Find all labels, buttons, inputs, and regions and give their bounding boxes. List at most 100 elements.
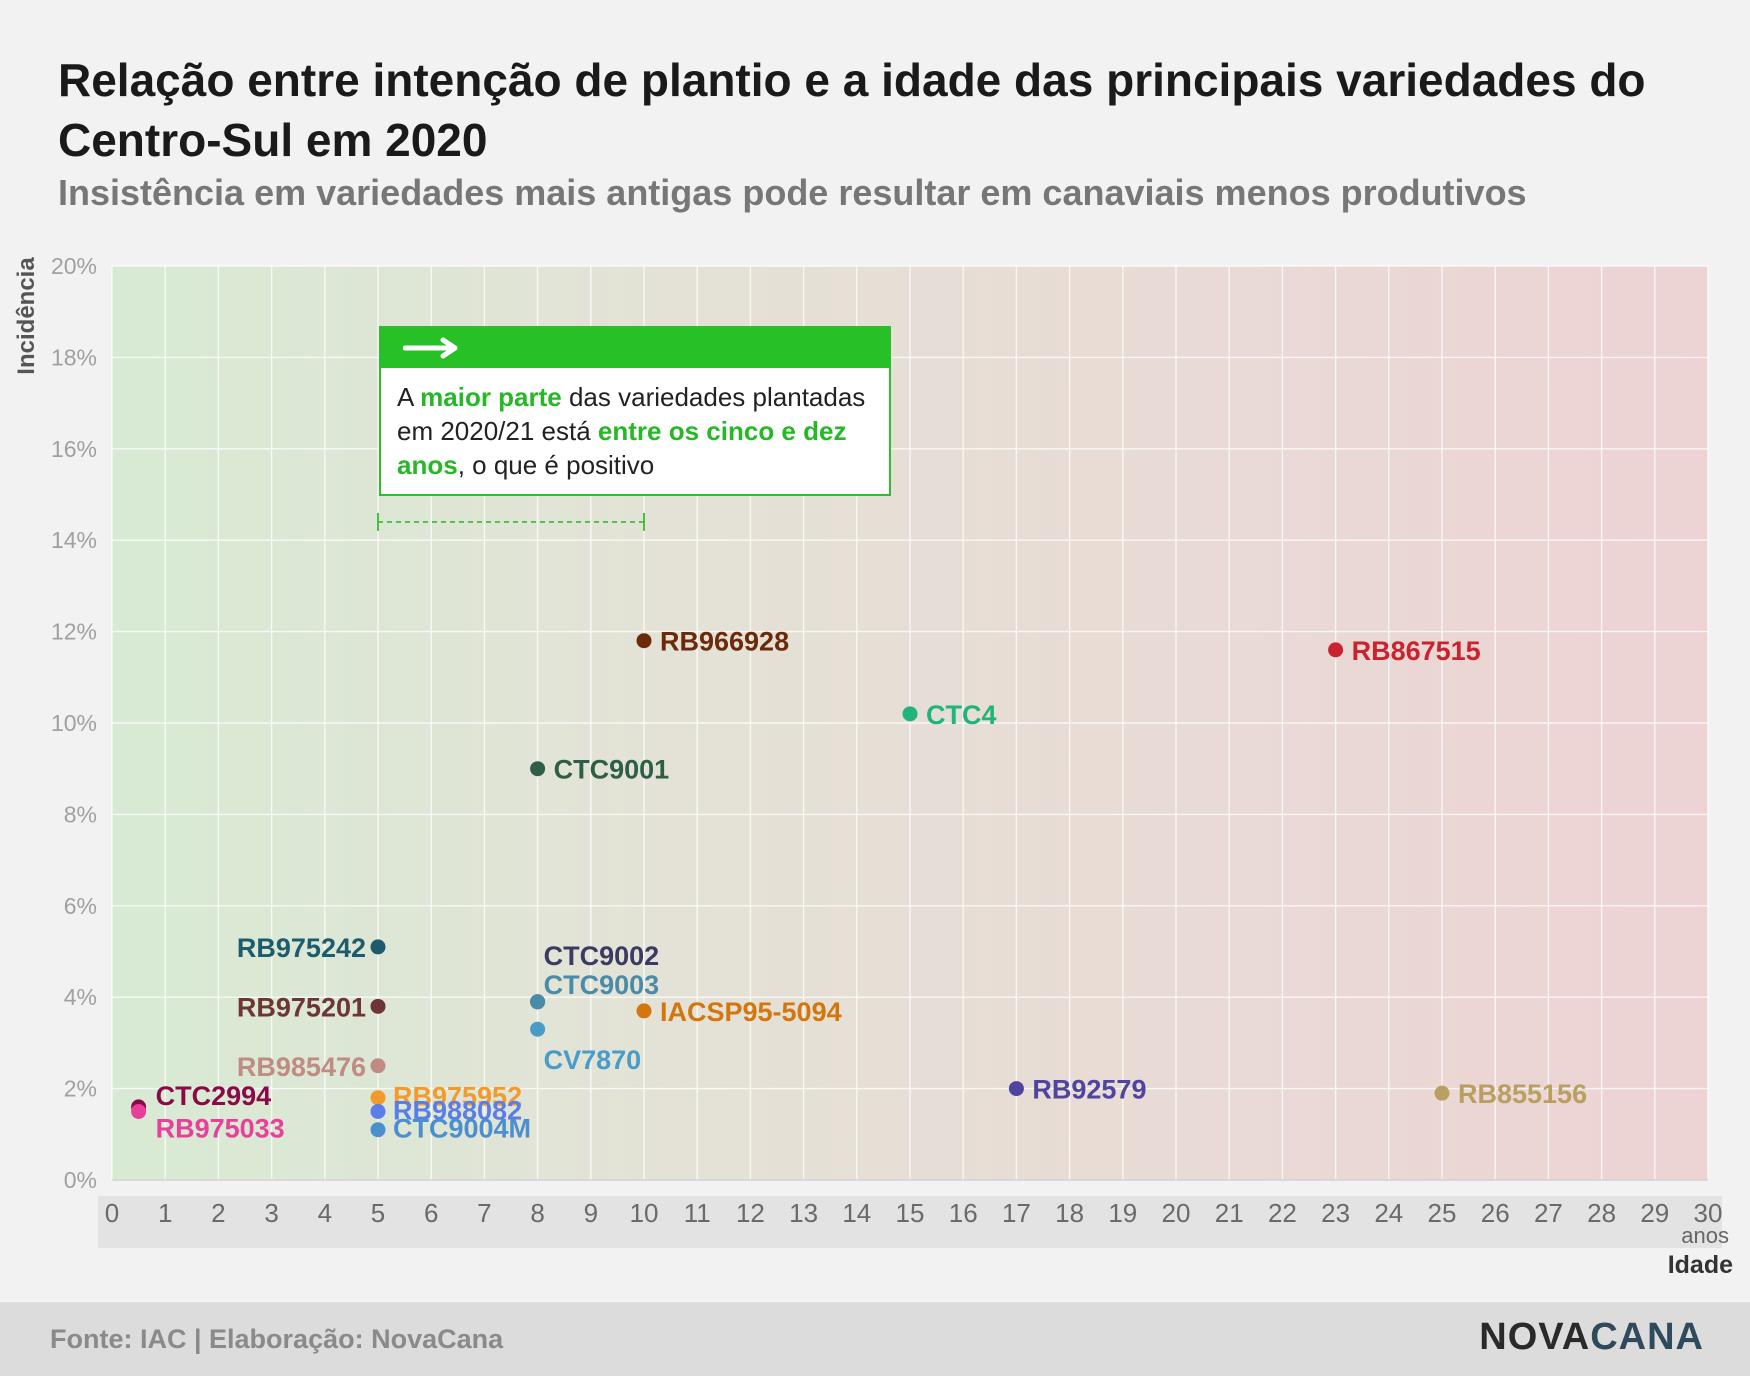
x-tick-label: 15 [896, 1198, 925, 1228]
annotation-text-part2: das variedades plantadas em 2020/21 está [397, 382, 866, 446]
y-tick-label: 16% [51, 436, 97, 462]
data-point-rb966928 [636, 633, 652, 649]
x-tick-label: 8 [530, 1198, 544, 1228]
data-points: RB966928 RB867515 CTC4 CTC9001 RB975242 RB975… [131, 627, 1587, 1144]
x-tick-label: 1 [158, 1198, 172, 1228]
x-tick-label: 17 [1002, 1198, 1031, 1228]
point-label-rb975952: RB975952 [393, 1082, 522, 1112]
novacana-logo: NOVACANA [1479, 1316, 1704, 1359]
point-label-ctc9003: CTC9003 [544, 970, 660, 1000]
scatter-chart: 0 1 2 3 4 5 6 7 8 9 10 11 12 13 14 15 16 17 18 19 20 21 22 23 24… [13, 253, 1733, 1279]
annotation-header [381, 328, 889, 368]
y-tick-label: 2% [64, 1076, 97, 1102]
x-tick-label: 0 [105, 1198, 119, 1228]
x-tick-label: 16 [949, 1198, 978, 1228]
chart-title: Relação entre intenção de plantio e a id… [58, 54, 1646, 166]
point-label-rb92579: RB92579 [1032, 1075, 1146, 1105]
data-point-ctc4 [902, 706, 918, 722]
data-point-rb988082 [370, 1103, 386, 1119]
x-axis-title: Idade [1668, 1251, 1733, 1279]
point-label-ctc2994: CTC2994 [156, 1081, 272, 1111]
x-tick-label: 20 [1162, 1198, 1191, 1228]
x-tick-label: 10 [630, 1198, 659, 1228]
x-tick-label: 9 [584, 1198, 598, 1228]
y-tick-label: 12% [51, 619, 97, 645]
x-tick-label: 2 [211, 1198, 225, 1228]
x-tick-label: 13 [789, 1198, 818, 1228]
annotation-range-bracket [377, 512, 645, 531]
x-tick-label: 12 [736, 1198, 765, 1228]
data-point-rb975033 [131, 1103, 147, 1119]
x-tick-label: 4 [318, 1198, 332, 1228]
x-tick-label: 18 [1055, 1198, 1084, 1228]
point-label-cv7870: CV7870 [544, 1045, 642, 1075]
point-label-ctc9004m: CTC9004M [393, 1114, 531, 1144]
x-tick-label: 6 [424, 1198, 438, 1228]
data-point-rb975952 [370, 1090, 386, 1106]
data-point-iacsp95-5094 [636, 1003, 652, 1019]
footer: Fonte: IAC | Elaboração: NovaCana NOVACA… [0, 1302, 1750, 1376]
data-point-cv7870 [530, 1021, 546, 1037]
x-tick-label: 7 [477, 1198, 491, 1228]
annotation-text-part3: , o que é positivo [457, 450, 655, 480]
y-tick-label: 0% [64, 1167, 97, 1193]
arrow-right-icon [403, 337, 458, 359]
chart-subtitle: Insistência em variedades mais antigas p… [58, 172, 1527, 213]
point-label-rb975201: RB975201 [237, 992, 366, 1022]
x-tick-label: 28 [1587, 1198, 1616, 1228]
annotation-highlight-1: maior parte [420, 382, 562, 412]
logo-part-nova: NOVA [1479, 1316, 1591, 1358]
x-tick-label: 14 [842, 1198, 871, 1228]
point-label-rb988082: RB988082 [393, 1095, 522, 1125]
x-tick-label: 3 [264, 1198, 278, 1228]
point-label-rb966928: RB966928 [660, 627, 789, 657]
x-tick-label: 25 [1428, 1198, 1457, 1228]
data-point-ctc9003 [530, 994, 546, 1010]
point-label-ctc4: CTC4 [926, 700, 997, 730]
x-tick-label: 27 [1534, 1198, 1563, 1228]
point-label-rb975242: RB975242 [237, 933, 366, 963]
data-point-rb985476 [370, 1058, 386, 1074]
data-point-ctc9004m [370, 1122, 386, 1138]
x-tick-label: 23 [1321, 1198, 1350, 1228]
point-label-iacsp95-5094: IACSP95-5094 [660, 997, 842, 1027]
annotation-text-part1: A [397, 382, 421, 412]
point-label-rb855156: RB855156 [1458, 1079, 1587, 1109]
y-tick-label: 18% [51, 344, 97, 370]
data-point-rb975201 [370, 998, 386, 1014]
x-tick-label: 22 [1268, 1198, 1297, 1228]
point-label-rb867515: RB867515 [1352, 636, 1481, 666]
x-tick-label: 5 [371, 1198, 385, 1228]
annotation-box: A maior parte das variedades plantadas e… [379, 326, 891, 496]
x-axis-band [98, 1196, 1722, 1248]
data-point-rb92579 [1008, 1081, 1024, 1097]
x-tick-label: 21 [1215, 1198, 1244, 1228]
data-point-rb867515 [1328, 642, 1344, 658]
annotation-highlight-2: entre os cinco e dez anos [397, 416, 847, 480]
y-tick-label: 8% [64, 801, 97, 827]
axes: 0 1 2 3 4 5 6 7 8 9 10 11 12 13 14 15 16 17 18 19 20 21 22 23 24… [13, 253, 1733, 1279]
data-point-rb975242 [370, 939, 386, 955]
y-tick-label: 14% [51, 527, 97, 553]
x-tick-label: 29 [1640, 1198, 1669, 1228]
x-tick-label: 26 [1481, 1198, 1510, 1228]
x-tick-label: 24 [1374, 1198, 1403, 1228]
x-tick-label: 19 [1108, 1198, 1137, 1228]
x-tick-label: 30 [1694, 1198, 1723, 1228]
y-tick-label: 6% [64, 893, 97, 919]
data-point-ctc9001 [530, 761, 546, 777]
y-tick-label: 20% [51, 253, 97, 279]
point-label-ctc9001: CTC9001 [554, 755, 670, 785]
y-axis-title: Incidência [13, 257, 40, 375]
x-tick-label: 11 [684, 1198, 711, 1228]
logo-part-cana: CANA [1590, 1316, 1704, 1358]
point-label-rb985476: RB985476 [237, 1052, 366, 1082]
source-text: Fonte: IAC | Elaboração: NovaCana [50, 1324, 504, 1354]
point-label-rb975033: RB975033 [156, 1113, 285, 1143]
data-point-rb855156 [1434, 1085, 1450, 1101]
y-tick-label: 4% [64, 984, 97, 1010]
point-label-ctc9002: CTC9002 [544, 941, 660, 971]
x-axis-unit: anos [1681, 1223, 1729, 1248]
annotation-text: A maior parte das variedades plantadas e… [381, 368, 889, 482]
y-tick-label: 10% [51, 710, 97, 736]
